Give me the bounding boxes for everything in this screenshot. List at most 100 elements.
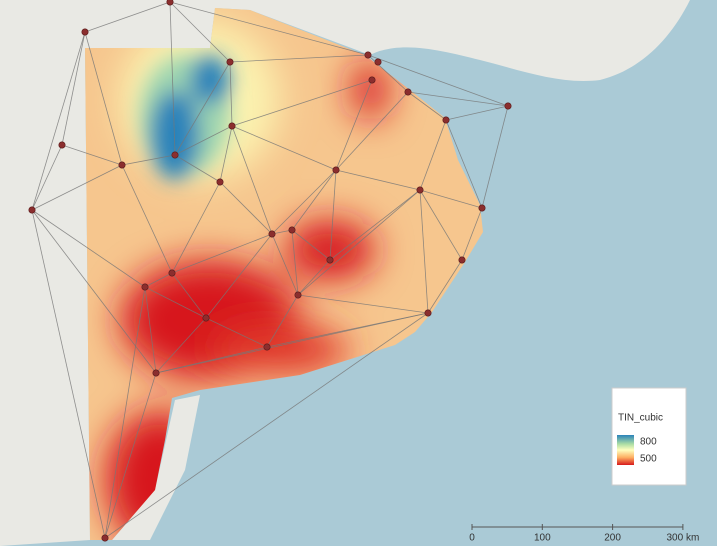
sample-point [58, 141, 66, 149]
tin-network [28, 0, 512, 542]
tin-edge [144, 286, 157, 374]
tin-edge [144, 286, 207, 319]
tin-edge [367, 54, 509, 107]
high-area [190, 55, 230, 105]
tin-edge [271, 233, 299, 296]
tin-edge [231, 125, 337, 171]
sample-point [442, 116, 450, 124]
sample-point [332, 166, 340, 174]
tin-edge [169, 1, 176, 156]
sample-point [81, 28, 89, 36]
legend-title: TIN_cubic [618, 413, 663, 424]
tin-edge [121, 154, 176, 166]
tin-edge [31, 144, 63, 211]
tin-edge [31, 209, 146, 288]
tin-edge [481, 105, 509, 209]
tin-edge [335, 169, 421, 191]
legend-max: 800 [640, 437, 657, 448]
tin-edge [427, 259, 463, 314]
sample-point [416, 186, 424, 194]
tin-edge [205, 233, 273, 319]
tin-edge [171, 181, 221, 274]
sample-point [368, 76, 376, 84]
tin-edge [219, 181, 273, 235]
sample-point [171, 151, 179, 159]
tin-edge [205, 317, 268, 348]
tin-edge [266, 294, 299, 348]
land [0, 0, 690, 546]
sample-point [504, 102, 512, 110]
tin-edge [407, 91, 447, 121]
tin-edge [231, 79, 373, 127]
tin-edge [271, 169, 337, 235]
tin-edge [61, 144, 123, 166]
tin-edge [291, 169, 337, 231]
tin-edge [297, 259, 331, 296]
tin-edge [231, 125, 273, 235]
tin-edge [419, 189, 429, 314]
tin-edge [155, 317, 207, 374]
tin-edge [155, 312, 429, 374]
sample-point [216, 178, 224, 186]
tin-edge [31, 31, 86, 211]
tin-edge [169, 1, 369, 56]
tin-edge [407, 91, 509, 107]
tin-edge [229, 61, 233, 127]
sample-point [294, 291, 302, 299]
sample-point [458, 256, 466, 264]
tin-edge [84, 1, 171, 33]
coast [112, 395, 200, 540]
tin-edge [229, 54, 369, 63]
scale-bar: 0 100 200 300 km [469, 524, 699, 544]
sample-point [374, 58, 382, 66]
tin-edge [169, 1, 231, 63]
tin-edge [297, 294, 429, 314]
scale-label: 100 [534, 533, 551, 544]
tin-edge [104, 372, 157, 539]
sample-point [118, 161, 126, 169]
sample-point [268, 230, 276, 238]
sample-point [478, 204, 486, 212]
scale-label: 200 [604, 533, 621, 544]
tin-edge [174, 61, 231, 156]
tin-edge [445, 105, 509, 121]
high-area [150, 90, 200, 180]
sample-point [263, 343, 271, 351]
tin-edge [329, 169, 337, 261]
sample-point [166, 0, 174, 6]
tin-edge [174, 154, 221, 183]
sample-point [424, 309, 432, 317]
sample-point [202, 314, 210, 322]
tin-edge [104, 286, 146, 539]
legend-ramp [617, 435, 634, 465]
tin-edge [291, 229, 299, 296]
tin-edge [84, 31, 123, 166]
tin-edge [31, 209, 106, 539]
scale-label: 0 [469, 533, 475, 544]
low-area [285, 220, 375, 280]
tin-edge [461, 207, 483, 261]
tin-edge [144, 272, 173, 288]
sample-point [152, 369, 160, 377]
tin-edge [171, 233, 273, 274]
legend-min: 500 [640, 454, 657, 465]
sample-point [141, 283, 149, 291]
tin-edge [419, 119, 447, 191]
tin-edge [419, 189, 463, 261]
sample-point [404, 88, 412, 96]
scale-label: 300 km [667, 533, 700, 544]
sample-point [364, 51, 372, 59]
sample-point [326, 256, 334, 264]
tin-edge [329, 189, 421, 261]
sample-point [226, 58, 234, 66]
tin-edge [335, 79, 373, 171]
tin-edge [61, 31, 86, 146]
low-area [352, 60, 388, 120]
tin-edge [419, 189, 483, 209]
sample-point [168, 269, 176, 277]
tin-edge [174, 125, 233, 156]
tin-edge [121, 164, 173, 274]
tin-edge [104, 312, 429, 539]
sample-point [101, 534, 109, 542]
